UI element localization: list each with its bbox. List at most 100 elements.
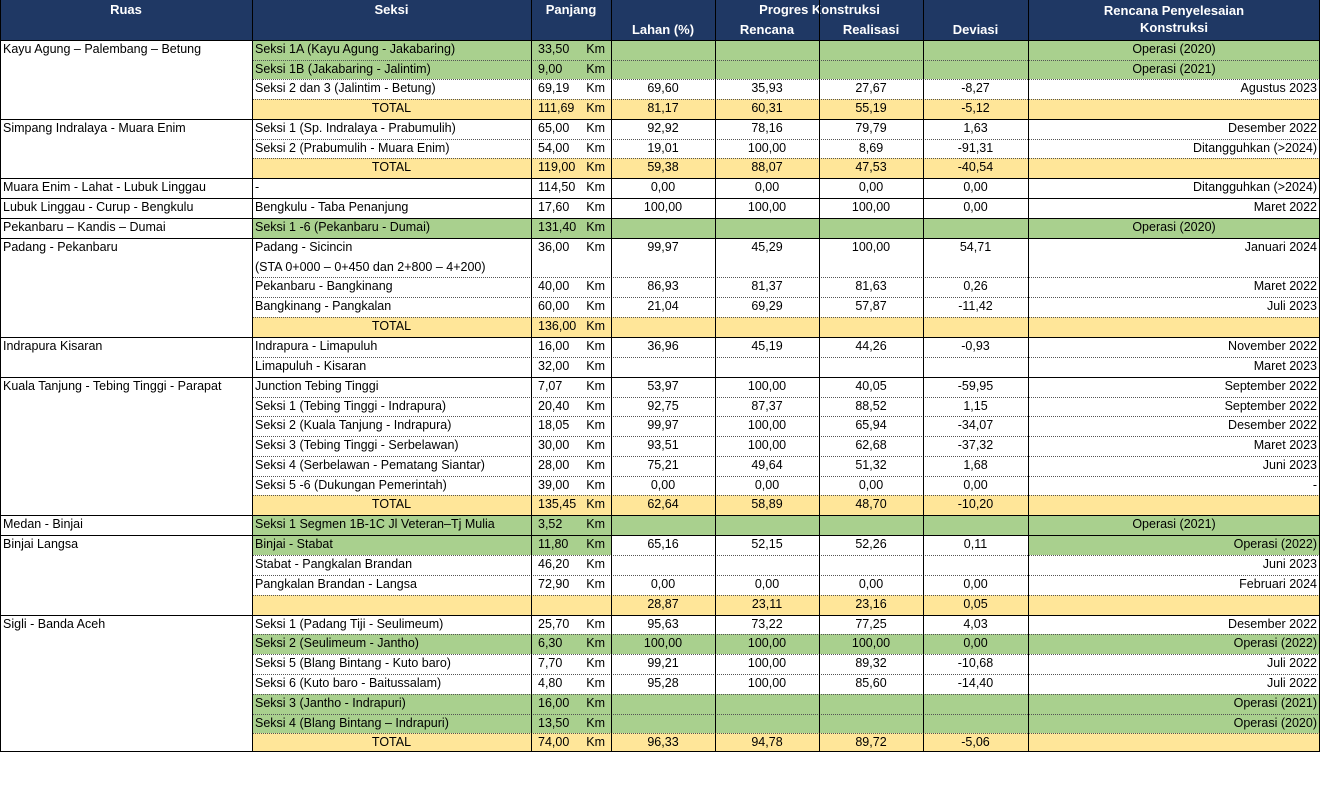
seksi-cell: Seksi 3 (Jantho - Indrapuri) <box>252 694 531 714</box>
deviasi-cell: -10,20 <box>923 495 1028 515</box>
penyelesaian-cell: Desember 2022 <box>1028 416 1320 436</box>
realisasi-cell: 55,19 <box>819 99 923 119</box>
header-realisasi: Realisasi <box>819 20 923 40</box>
seksi-cell: Bengkulu - Taba Penanjung <box>252 198 531 218</box>
realisasi-cell: 23,16 <box>819 595 923 615</box>
seksi-cell: Padang - Sicincin (STA 0+000 – 0+450 dan … <box>252 238 531 277</box>
deviasi-cell: 1,15 <box>923 397 1028 416</box>
penyelesaian-cell <box>1028 495 1320 515</box>
penyelesaian-cell: Ditangguhkan (>2024) <box>1028 178 1320 198</box>
lahan-cell <box>611 60 715 79</box>
rencana-cell: 100,00 <box>715 634 819 654</box>
seksi-cell: Junction Tebing Tinggi <box>252 377 531 397</box>
panjang-unit: Km <box>586 141 605 155</box>
penyelesaian-cell <box>1028 99 1320 119</box>
deviasi-cell: 0,05 <box>923 595 1028 615</box>
panjang-unit: Km <box>586 200 605 214</box>
rencana-cell: 49,64 <box>715 456 819 476</box>
panjang-cell: 16,00 Km <box>531 337 611 357</box>
penyelesaian-cell: Operasi (2021) <box>1028 60 1320 79</box>
header-penyelesaian-line1: Rencana Penyelesaian <box>1103 3 1245 18</box>
realisasi-cell <box>819 60 923 79</box>
realisasi-cell: 65,94 <box>819 416 923 436</box>
lahan-cell: 21,04 <box>611 297 715 317</box>
penyelesaian-cell: Ditangguhkan (>2024) <box>1028 139 1320 158</box>
lahan-cell: 86,93 <box>611 277 715 297</box>
rencana-cell <box>715 40 819 60</box>
rencana-cell: 58,89 <box>715 495 819 515</box>
deviasi-cell: 54,71 <box>923 238 1028 277</box>
panjang-value: 11,80 <box>538 537 569 551</box>
seksi-cell: Seksi 1B (Jakabaring - Jalintim) <box>252 60 531 79</box>
panjang-cell: 3,52 Km <box>531 515 611 535</box>
panjang-cell: 40,00 Km <box>531 277 611 297</box>
lahan-cell: 95,63 <box>611 615 715 634</box>
lahan-cell: 69,60 <box>611 79 715 99</box>
panjang-unit: Km <box>586 62 605 76</box>
deviasi-cell <box>923 218 1028 238</box>
panjang-unit: Km <box>586 101 605 115</box>
penyelesaian-cell <box>1028 317 1320 337</box>
panjang-unit: Km <box>586 399 605 413</box>
panjang-cell: 11,80 Km <box>531 535 611 555</box>
panjang-cell: 28,00 Km <box>531 456 611 476</box>
seksi-cell: Indrapura - Limapuluh <box>252 337 531 357</box>
realisasi-cell <box>819 694 923 714</box>
seksi-cell: Seksi 5 -6 (Dukungan Pemerintah) <box>252 476 531 495</box>
panjang-cell: 30,00 Km <box>531 436 611 456</box>
deviasi-cell: -10,68 <box>923 654 1028 674</box>
realisasi-cell: 77,25 <box>819 615 923 634</box>
seksi-cell: Seksi 1 -6 (Pekanbaru - Dumai) <box>252 218 531 238</box>
seksi-cell: Seksi 2 (Kuala Tanjung - Indrapura) <box>252 416 531 436</box>
seksi-cell: Seksi 2 (Prabumulih - Muara Enim) <box>252 139 531 158</box>
lahan-cell: 99,97 <box>611 416 715 436</box>
panjang-value: 6,30 <box>538 636 563 650</box>
panjang-unit: Km <box>586 279 605 293</box>
seksi-cell: Limapuluh - Kisaran <box>252 357 531 377</box>
rencana-cell: 45,29 <box>715 238 819 277</box>
rencana-cell: 100,00 <box>715 139 819 158</box>
deviasi-cell: 0,00 <box>923 198 1028 218</box>
penyelesaian-cell: Juli 2022 <box>1028 654 1320 674</box>
penyelesaian-cell: Juli 2022 <box>1028 674 1320 694</box>
ruas-cell: Kuala Tanjung - Tebing Tinggi - Parapat <box>0 377 252 515</box>
panjang-value: 4,80 <box>538 676 563 690</box>
panjang-unit: Km <box>586 696 605 710</box>
header-rencana-penyelesaian: Rencana Penyelesaian Konstruksi <box>1028 0 1320 40</box>
seksi-cell: TOTAL <box>252 317 531 337</box>
rencana-cell: 100,00 <box>715 674 819 694</box>
panjang-unit: Km <box>586 716 605 730</box>
panjang-value: 119,00 <box>538 160 576 174</box>
lahan-cell: 28,87 <box>611 595 715 615</box>
header-progres-konstruksi: Progres Konstruksi <box>611 0 1028 20</box>
panjang-value: 16,00 <box>538 696 570 710</box>
header-rencana: Rencana <box>715 20 819 40</box>
deviasi-cell: 0,00 <box>923 178 1028 198</box>
penyelesaian-cell: Maret 2022 <box>1028 277 1320 297</box>
rencana-cell: 100,00 <box>715 198 819 218</box>
lahan-cell: 99,21 <box>611 654 715 674</box>
lahan-cell: 81,17 <box>611 99 715 119</box>
penyelesaian-cell: September 2022 <box>1028 397 1320 416</box>
panjang-unit: Km <box>586 656 605 670</box>
deviasi-cell: -5,06 <box>923 733 1028 751</box>
deviasi-cell <box>923 714 1028 733</box>
realisasi-cell: 62,68 <box>819 436 923 456</box>
ruas-cell: Kayu Agung – Palembang – Betung <box>0 40 252 119</box>
panjang-unit: Km <box>586 537 605 551</box>
panjang-value: 25,70 <box>538 617 570 631</box>
panjang-cell: 25,70 Km <box>531 615 611 634</box>
lahan-cell <box>611 515 715 535</box>
realisasi-cell: 52,26 <box>819 535 923 555</box>
deviasi-cell: -14,40 <box>923 674 1028 694</box>
lahan-cell: 100,00 <box>611 634 715 654</box>
realisasi-cell <box>819 40 923 60</box>
seksi-cell: Seksi 4 (Blang Bintang – Indrapuri) <box>252 714 531 733</box>
penyelesaian-cell: Operasi (2020) <box>1028 218 1320 238</box>
realisasi-cell: 85,60 <box>819 674 923 694</box>
realisasi-cell: 57,87 <box>819 297 923 317</box>
panjang-cell <box>531 595 611 615</box>
deviasi-cell: -59,95 <box>923 377 1028 397</box>
header-penyelesaian-line2: Konstruksi <box>1140 20 1208 35</box>
rencana-cell: 23,11 <box>715 595 819 615</box>
